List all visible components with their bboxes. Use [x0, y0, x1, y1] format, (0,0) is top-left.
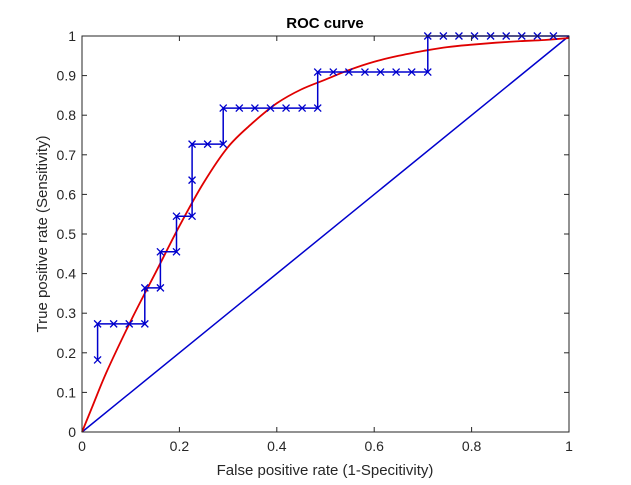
x-tick-label: 0.8 [462, 438, 482, 454]
x-tick-label: 0.4 [267, 438, 287, 454]
y-tick-label: 1 [68, 28, 76, 44]
roc-point-marker [329, 68, 338, 76]
x-tick-label: 1 [565, 438, 573, 454]
roc-point-marker [172, 247, 181, 256]
roc-point-marker [282, 104, 291, 113]
y-tick-label: 0.6 [57, 186, 77, 202]
roc-point-marker [423, 68, 432, 76]
roc-point-marker [266, 104, 275, 113]
y-tick-label: 0.8 [57, 107, 77, 123]
x-axis-label: False positive rate (1-Specitivity) [217, 462, 434, 479]
chance-line [81, 35, 570, 433]
roc-point-marker [203, 140, 212, 149]
y-tick-label: 0.3 [57, 305, 77, 321]
x-tick-label: 0.6 [364, 438, 384, 454]
roc-point-marker [188, 176, 197, 185]
roc-point-marker [140, 319, 149, 328]
roc-point-marker [250, 104, 259, 113]
roc-point-marker [219, 104, 228, 113]
roc-point-marker [109, 319, 118, 328]
fitted-roc-curve [81, 37, 570, 433]
roc-point-marker [156, 283, 165, 292]
y-tick-label: 0.4 [57, 266, 77, 282]
y-axis: 0 0.1 0.2 0.3 0.4 0.5 0.6 0.7 0.8 0.9 1 [57, 28, 569, 440]
roc-point-marker [392, 68, 401, 76]
roc-point-marker [188, 140, 197, 149]
y-tick-label: 0.2 [57, 345, 77, 361]
x-tick-label: 0.2 [170, 438, 190, 454]
roc-point-marker [313, 104, 322, 113]
y-axis-label: True positive rate (Sensitivity) [34, 135, 51, 332]
y-tick-label: 0.7 [57, 147, 77, 163]
roc-point-marker [344, 68, 353, 76]
roc-point-marker [172, 212, 181, 221]
roc-point-marker [407, 68, 416, 76]
chart-title: ROC curve [286, 15, 364, 32]
plot-area [81, 32, 570, 433]
x-tick-label: 0 [78, 438, 86, 454]
roc-point-marker [140, 283, 149, 292]
roc-point-marker [376, 68, 385, 76]
roc-point-marker [360, 68, 369, 76]
y-tick-label: 0.1 [57, 384, 77, 400]
roc-point-marker [93, 319, 102, 328]
roc-point-marker [93, 355, 102, 364]
roc-point-marker [219, 140, 228, 149]
roc-point-marker [235, 104, 244, 113]
roc-point-marker [156, 247, 165, 256]
roc-point-marker [313, 68, 322, 76]
x-axis: 0 0.2 0.4 0.6 0.8 1 [78, 36, 573, 454]
roc-point-marker [188, 212, 197, 221]
y-tick-label: 0.9 [57, 68, 77, 84]
y-tick-label: 0 [68, 424, 76, 440]
y-tick-label: 0.5 [57, 226, 77, 242]
roc-point-marker [298, 104, 307, 113]
roc-point-marker [125, 319, 134, 328]
